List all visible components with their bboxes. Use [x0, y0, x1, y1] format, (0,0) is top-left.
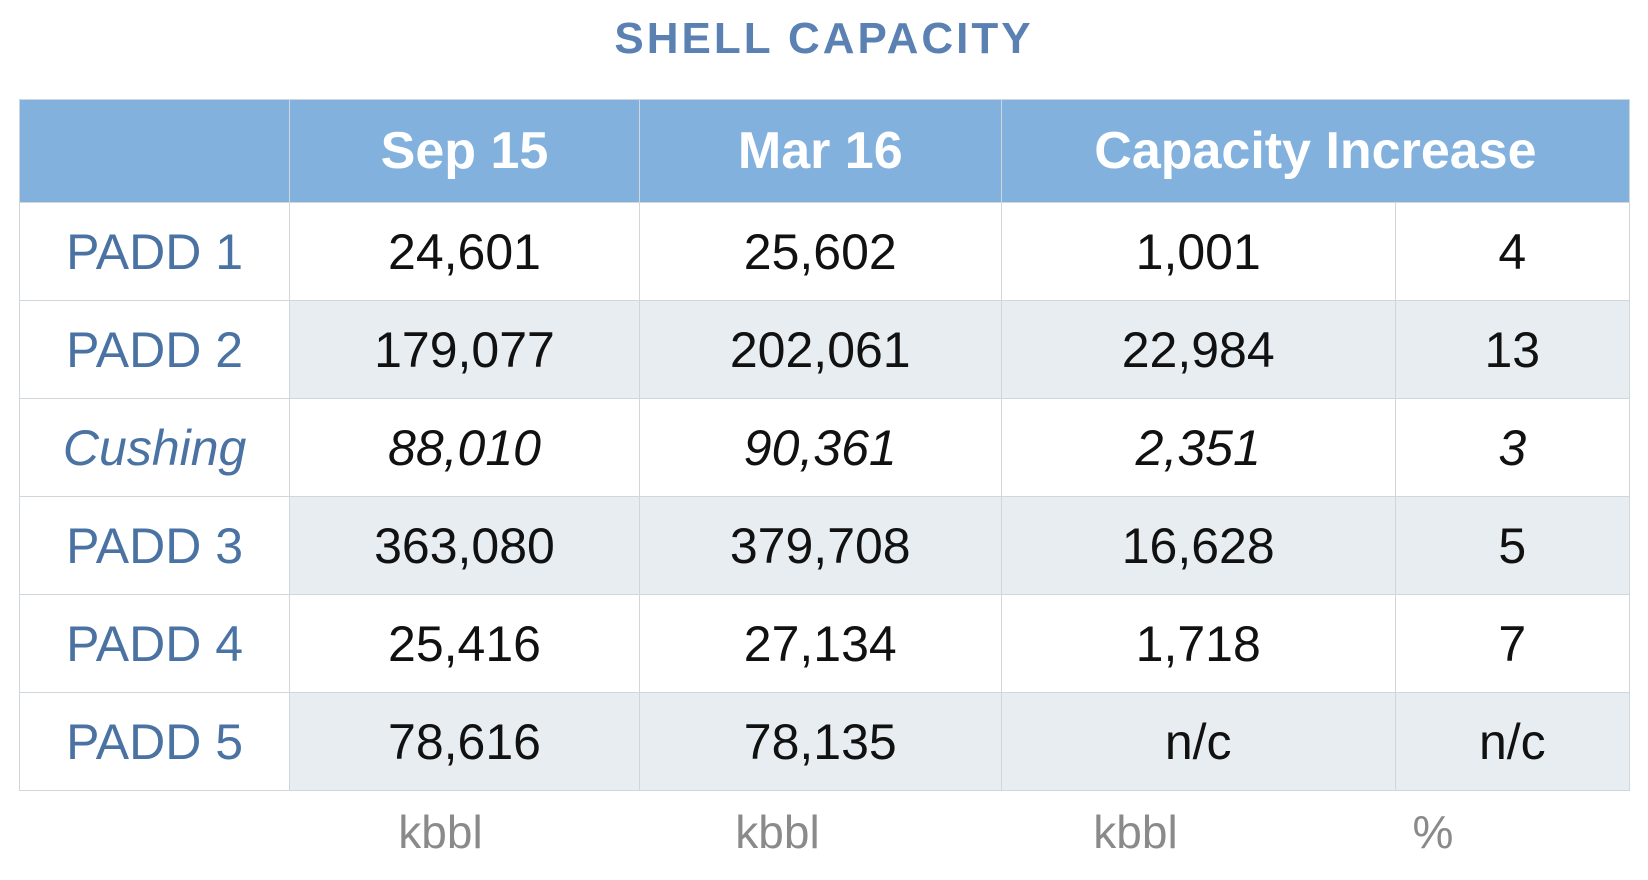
header-mar-16: Mar 16 [638, 99, 1002, 203]
header-corner [18, 99, 291, 203]
table-row: PADD 3 363,080 379,708 16,628 5 [18, 496, 1631, 595]
units-row: kbbl kbbl kbbl % [19, 805, 1630, 865]
cell-mar-16: 78,135 [638, 692, 1002, 791]
cell-mar-16: 27,134 [638, 594, 1002, 693]
cell-increase: 2,351 [1000, 398, 1396, 497]
cell-percent: 4 [1394, 202, 1631, 301]
unit-mar-16: kbbl [735, 806, 820, 858]
unit-sep-15: kbbl [398, 806, 483, 858]
table-row: PADD 1 24,601 25,602 1,001 4 [18, 202, 1631, 301]
capacity-table: Sep 15 Mar 16 Capacity Increase PADD 1 24… [18, 99, 1631, 791]
table-row: PADD 5 78,616 78,135 n/c n/c [18, 692, 1631, 791]
cell-percent: 5 [1394, 496, 1631, 595]
cell-sep-15: 24,601 [289, 202, 640, 301]
row-label: PADD 2 [18, 300, 291, 399]
table-row: Cushing 88,010 90,361 2,351 3 [18, 398, 1631, 497]
cell-percent: 7 [1394, 594, 1631, 693]
cell-sep-15: 88,010 [289, 398, 640, 497]
row-label: PADD 1 [18, 202, 291, 301]
header-sep-15: Sep 15 [289, 99, 640, 203]
cell-percent: 13 [1394, 300, 1631, 399]
row-label: Cushing [18, 398, 291, 497]
cell-mar-16: 379,708 [638, 496, 1002, 595]
header-row: Sep 15 Mar 16 Capacity Increase [18, 99, 1631, 203]
cell-increase: 16,628 [1000, 496, 1396, 595]
unit-percent: % [1412, 806, 1454, 858]
row-label: PADD 4 [18, 594, 291, 693]
cell-mar-16: 202,061 [638, 300, 1002, 399]
cell-sep-15: 78,616 [289, 692, 640, 791]
table-title: SHELL CAPACITY [614, 14, 1034, 63]
cell-increase: 1,001 [1000, 202, 1396, 301]
cell-percent: 3 [1394, 398, 1631, 497]
cell-sep-15: 179,077 [289, 300, 640, 399]
cell-mar-16: 25,602 [638, 202, 1002, 301]
cell-percent: n/c [1394, 692, 1631, 791]
cell-increase: 22,984 [1000, 300, 1396, 399]
header-capacity-increase: Capacity Increase [1000, 99, 1631, 203]
cell-mar-16: 90,361 [638, 398, 1002, 497]
cell-sep-15: 25,416 [289, 594, 640, 693]
unit-increase: kbbl [1093, 806, 1178, 858]
table-row: PADD 2 179,077 202,061 22,984 13 [18, 300, 1631, 399]
table-row: PADD 4 25,416 27,134 1,718 7 [18, 594, 1631, 693]
row-label: PADD 3 [18, 496, 291, 595]
cell-sep-15: 363,080 [289, 496, 640, 595]
cell-increase: 1,718 [1000, 594, 1396, 693]
cell-increase: n/c [1000, 692, 1396, 791]
row-label: PADD 5 [18, 692, 291, 791]
